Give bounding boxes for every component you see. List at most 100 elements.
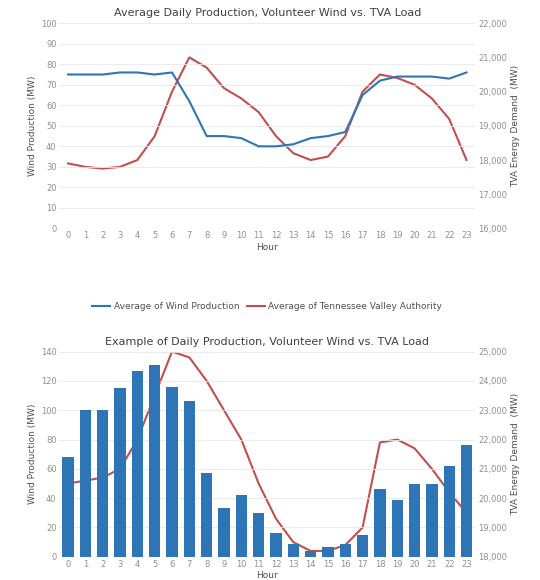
- Bar: [166, 387, 178, 557]
- X-axis label: Hour: Hour: [256, 243, 278, 252]
- Average of Tennessee Valley Authority: [394, 436, 401, 443]
- Average of Tennessee Valley Authority: [377, 71, 383, 78]
- Average of Tennessee Valley Authority: [65, 480, 71, 487]
- Y-axis label: Wind Production (MW): Wind Production (MW): [28, 75, 37, 176]
- Average of Tennessee Valley Authority: [307, 548, 314, 554]
- Bar: [392, 499, 403, 557]
- Line: Average of Wind Production: Average of Wind Production: [68, 72, 467, 146]
- Average of Tennessee Valley Authority: [359, 88, 366, 95]
- Average of Tennessee Valley Authority: [204, 378, 210, 385]
- Legend: Average of Wind Production, Average of Tennessee Valley Authority: Average of Wind Production, Average of T…: [89, 299, 446, 315]
- Bar: [149, 365, 160, 557]
- Average of Tennessee Valley Authority: [429, 465, 435, 472]
- Average of Tennessee Valley Authority: [238, 436, 245, 443]
- Bar: [184, 401, 195, 557]
- Average of Wind Production: [325, 133, 331, 140]
- Bar: [409, 484, 420, 557]
- Bar: [253, 513, 264, 557]
- Bar: [80, 410, 91, 557]
- Line: Average of Tennessee Valley Authority: Average of Tennessee Valley Authority: [68, 351, 467, 551]
- Average of Wind Production: [82, 71, 89, 78]
- Average of Tennessee Valley Authority: [99, 165, 106, 172]
- Average of Tennessee Valley Authority: [117, 164, 123, 171]
- Y-axis label: Wind Production (MW): Wind Production (MW): [28, 404, 37, 505]
- Average of Wind Production: [359, 92, 366, 99]
- Average of Wind Production: [99, 71, 106, 78]
- Average of Tennessee Valley Authority: [463, 509, 470, 516]
- Average of Tennessee Valley Authority: [342, 542, 348, 549]
- Bar: [288, 543, 299, 557]
- Average of Tennessee Valley Authority: [394, 74, 401, 81]
- Average of Tennessee Valley Authority: [82, 477, 89, 484]
- Average of Tennessee Valley Authority: [134, 436, 140, 443]
- Average of Tennessee Valley Authority: [325, 548, 331, 554]
- Average of Tennessee Valley Authority: [446, 115, 453, 122]
- Average of Tennessee Valley Authority: [273, 515, 279, 522]
- Average of Tennessee Valley Authority: [221, 85, 227, 92]
- Average of Tennessee Valley Authority: [325, 153, 331, 160]
- Bar: [201, 473, 212, 557]
- Bar: [63, 457, 73, 557]
- Average of Wind Production: [65, 71, 71, 78]
- Average of Wind Production: [255, 143, 262, 150]
- Average of Tennessee Valley Authority: [117, 465, 123, 472]
- Title: Average Daily Production, Volunteer Wind vs. TVA Load: Average Daily Production, Volunteer Wind…: [113, 8, 421, 18]
- Average of Tennessee Valley Authority: [221, 407, 227, 414]
- Average of Wind Production: [411, 73, 418, 80]
- Bar: [340, 543, 351, 557]
- Average of Tennessee Valley Authority: [377, 439, 383, 446]
- Average of Tennessee Valley Authority: [151, 392, 158, 399]
- Average of Wind Production: [151, 71, 158, 78]
- Average of Tennessee Valley Authority: [273, 133, 279, 140]
- Average of Wind Production: [463, 69, 470, 76]
- Average of Tennessee Valley Authority: [65, 160, 71, 167]
- Bar: [374, 490, 386, 557]
- Average of Wind Production: [342, 129, 348, 136]
- Average of Wind Production: [134, 69, 140, 76]
- Bar: [461, 445, 472, 557]
- Average of Wind Production: [273, 143, 279, 150]
- Average of Tennessee Valley Authority: [290, 539, 296, 546]
- Average of Tennessee Valley Authority: [151, 133, 158, 140]
- Average of Tennessee Valley Authority: [169, 348, 176, 355]
- Average of Tennessee Valley Authority: [307, 157, 314, 164]
- Average of Wind Production: [394, 73, 401, 80]
- Average of Wind Production: [429, 73, 435, 80]
- Bar: [97, 410, 109, 557]
- Average of Wind Production: [169, 69, 176, 76]
- Average of Wind Production: [117, 69, 123, 76]
- Average of Tennessee Valley Authority: [186, 54, 193, 61]
- Bar: [114, 388, 126, 557]
- Average of Tennessee Valley Authority: [463, 157, 470, 164]
- Bar: [218, 509, 230, 557]
- Average of Tennessee Valley Authority: [186, 354, 193, 361]
- Average of Wind Production: [238, 135, 245, 142]
- Average of Tennessee Valley Authority: [255, 108, 262, 115]
- Average of Wind Production: [377, 77, 383, 84]
- Bar: [322, 546, 334, 557]
- Bar: [132, 371, 143, 557]
- Average of Tennessee Valley Authority: [82, 164, 89, 171]
- Average of Wind Production: [307, 135, 314, 142]
- Y-axis label: TVA Energy Demand  (MW): TVA Energy Demand (MW): [511, 65, 520, 187]
- Average of Tennessee Valley Authority: [238, 95, 245, 102]
- Average of Wind Production: [186, 97, 193, 104]
- Average of Tennessee Valley Authority: [169, 88, 176, 95]
- Line: Average of Tennessee Valley Authority: Average of Tennessee Valley Authority: [68, 57, 467, 169]
- Average of Tennessee Valley Authority: [411, 445, 418, 452]
- Average of Wind Production: [204, 133, 210, 140]
- Average of Tennessee Valley Authority: [429, 95, 435, 102]
- Bar: [235, 495, 247, 557]
- Average of Tennessee Valley Authority: [134, 157, 140, 164]
- Y-axis label: TVA Energy Demand  (MW): TVA Energy Demand (MW): [511, 393, 520, 515]
- Bar: [271, 534, 281, 557]
- Title: Example of Daily Production, Volunteer Wind vs. TVA Load: Example of Daily Production, Volunteer W…: [105, 336, 429, 347]
- Average of Tennessee Valley Authority: [255, 480, 262, 487]
- Average of Tennessee Valley Authority: [342, 133, 348, 140]
- Bar: [443, 466, 455, 557]
- Average of Tennessee Valley Authority: [99, 474, 106, 481]
- Average of Wind Production: [221, 133, 227, 140]
- Average of Tennessee Valley Authority: [446, 489, 453, 496]
- Average of Tennessee Valley Authority: [359, 524, 366, 531]
- Bar: [305, 551, 316, 557]
